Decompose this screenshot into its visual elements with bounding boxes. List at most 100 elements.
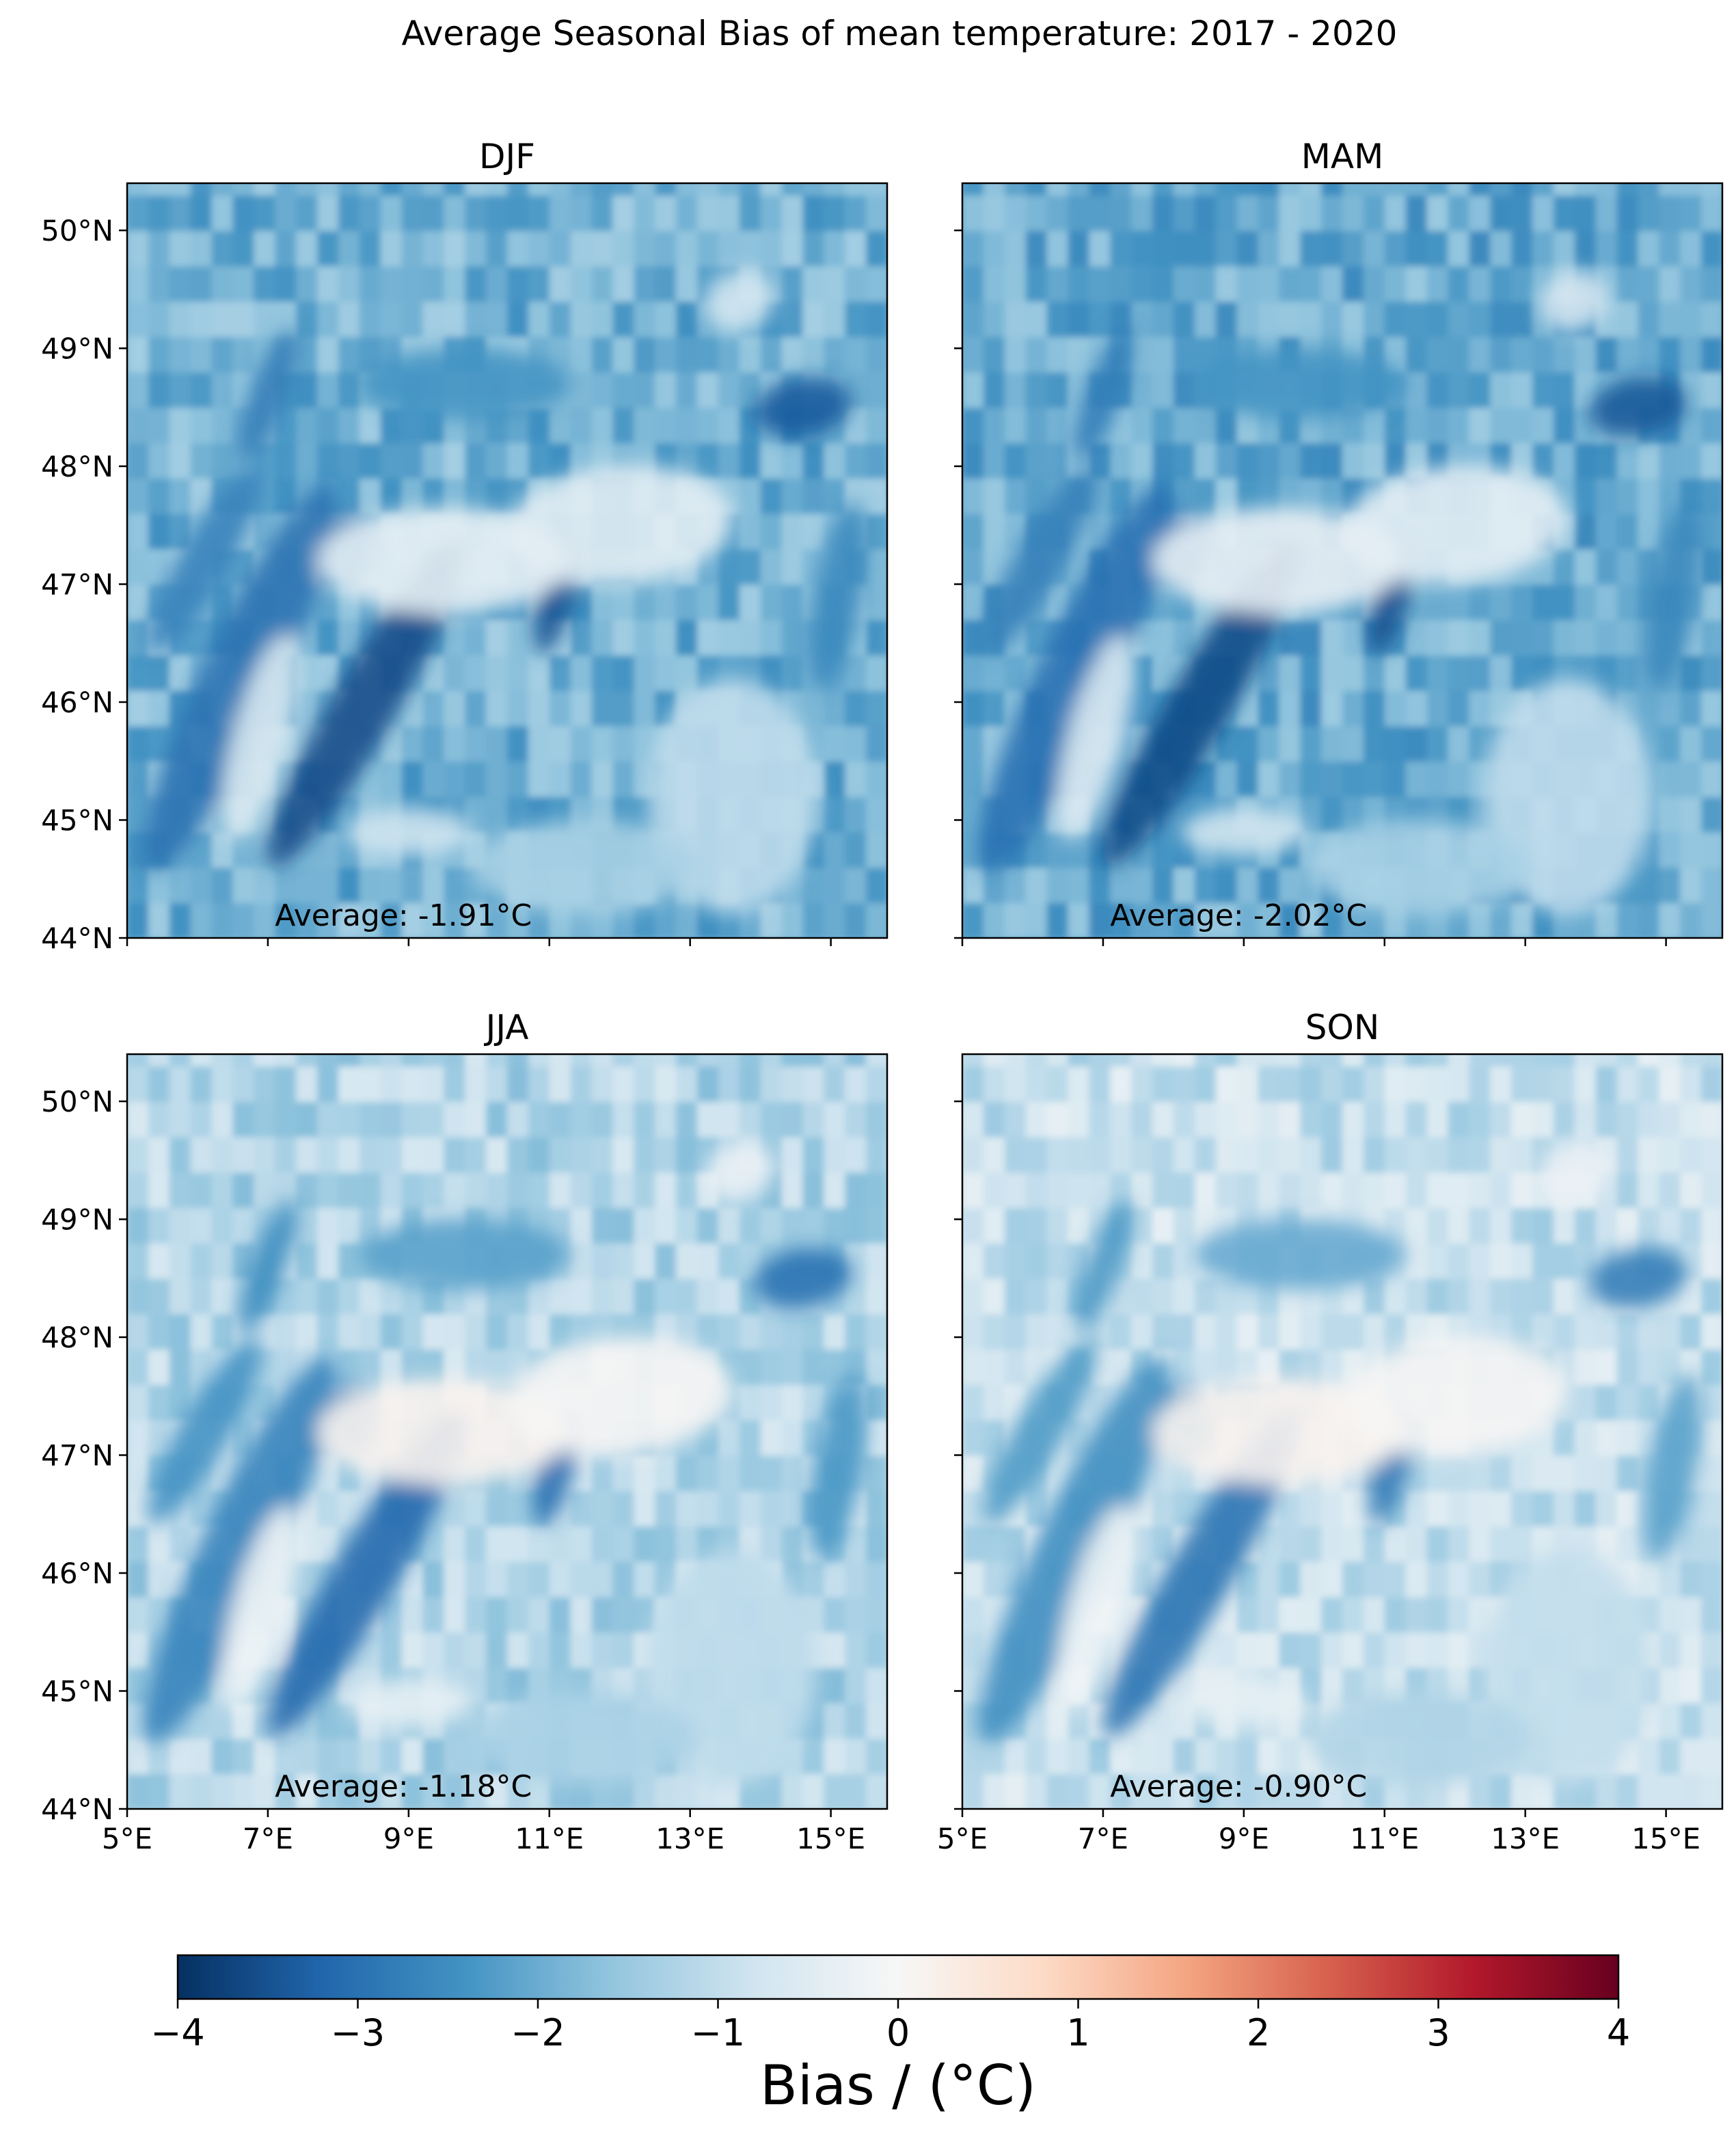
heatmap-cell [570,1596,593,1633]
heatmap-cell [211,867,234,904]
heatmap-cell [1236,442,1259,479]
heatmap-cell [338,183,360,196]
heatmap-cell [1215,1066,1238,1102]
heatmap-cell [1363,230,1385,267]
heatmap-cell [127,478,149,514]
heatmap-cell [760,1313,783,1350]
heatmap-cell [444,1490,465,1527]
heatmap-cell [1680,230,1702,267]
heatmap-cell [866,796,887,833]
heatmap-cell [1279,1596,1301,1633]
heatmap-cell [1553,548,1575,585]
heatmap-cell [1532,372,1554,408]
heatmap-cell [549,230,571,267]
heatmap-cell [148,1066,170,1102]
heatmap-cell [254,1054,275,1067]
heatmap-cell [1194,1773,1217,1809]
heatmap-cell [444,1313,465,1350]
heatmap-cell [1236,1596,1259,1633]
heatmap-cell [317,1172,339,1209]
heatmap-cell [739,230,761,267]
heatmap-cell [1532,336,1554,373]
average-annotation: Average: -0.90°C [1110,1769,1367,1804]
heatmap-cell [781,513,804,550]
heatmap-cell [845,407,867,444]
heatmap-cell [1279,265,1301,302]
heatmap-cell [1004,336,1027,373]
heatmap-cell [338,372,360,408]
heatmap-cell [127,372,149,408]
heatmap-cell [570,1054,593,1067]
heatmap-cell [962,1313,984,1350]
bias-region [239,1199,297,1334]
heatmap-cell [1342,1667,1364,1704]
heatmap-cell [1595,478,1618,514]
heatmap-cell [127,1526,149,1562]
heatmap-cell [317,619,339,656]
panel-title: MAM [1301,137,1383,176]
heatmap-cell [1363,1136,1385,1173]
heatmap-cell [1701,442,1722,479]
bias-region [705,1142,774,1203]
heatmap-cell [148,265,170,302]
heatmap-cell [401,265,424,302]
heatmap-cell [1258,725,1280,762]
heatmap-cell [591,655,614,691]
heatmap-cell [1321,761,1343,797]
heatmap-cell [591,301,614,338]
heatmap-cell [1532,1313,1554,1350]
heatmap-cell [317,584,339,621]
heatmap-cell [1469,265,1491,302]
heatmap-cell [1321,1490,1343,1527]
heatmap-cell [211,301,234,338]
heatmap-cell [824,183,845,196]
heatmap-cell [444,867,465,904]
heatmap-cell [1532,1066,1554,1102]
heatmap-cell [444,761,465,797]
heatmap-cell [1300,1136,1322,1173]
heatmap-cell [697,336,719,373]
heatmap-cell [549,183,571,196]
heatmap-cell [507,442,529,479]
heatmap-cell [190,1054,213,1067]
heatmap-cell [612,690,635,727]
heatmap-cell [422,655,445,691]
heatmap-cell [422,1136,445,1173]
heatmap-cell [655,902,677,938]
heatmap-cell [1004,230,1027,267]
heatmap-cell [1532,1455,1554,1492]
heatmap-cell [1363,442,1385,479]
heatmap-cell [612,1278,635,1315]
heatmap-cell [1173,372,1195,408]
heatmap-cell [866,183,887,196]
heatmap-cell [1638,265,1660,302]
heatmap-cell [1553,1313,1575,1350]
heatmap-cell [1236,1738,1259,1775]
heatmap-cell [1701,584,1722,621]
heatmap-cell [1405,230,1428,267]
heatmap-cell [338,1738,360,1775]
heatmap-cell [127,1490,149,1527]
heatmap-cell [1089,902,1111,938]
heatmap-cell [1363,301,1385,338]
heatmap-cell [612,1596,635,1633]
heatmap-cell [1025,1207,1048,1244]
heatmap-cell [317,1738,339,1775]
heatmap-cell [676,902,698,938]
bias-region [1103,537,1300,867]
heatmap-cell [983,1561,1005,1598]
heatmap-cell [1701,655,1722,691]
heatmap-cell [254,1172,275,1209]
heatmap-cell [802,195,825,231]
heatmap-cell [1638,442,1660,479]
heatmap-cell [1638,1207,1660,1244]
heatmap-cell [676,1773,698,1809]
heatmap-field [127,1054,887,1809]
heatmap-cell [634,1455,655,1492]
heatmap-cell [296,655,318,691]
heatmap-cell [444,1066,465,1102]
heatmap-cell [1300,478,1322,514]
heatmap-cell [465,655,487,691]
heatmap-cell [422,1101,445,1138]
